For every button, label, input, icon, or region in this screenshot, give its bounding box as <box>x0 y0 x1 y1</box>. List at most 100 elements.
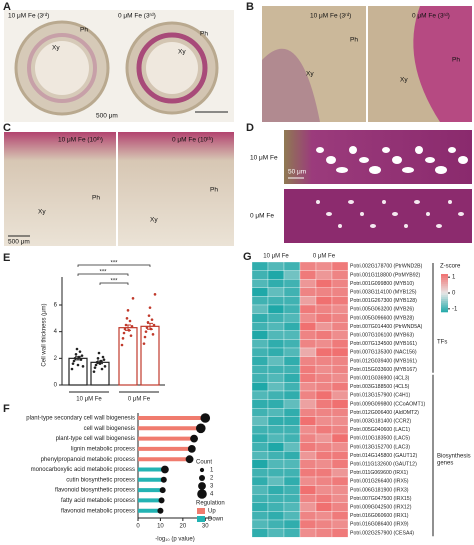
heatmap-cell <box>283 261 301 271</box>
panel-label: F <box>3 403 10 415</box>
annotation: Xy <box>306 71 314 78</box>
row-label: Potri.007G106100 (MYB63) <box>350 332 414 338</box>
heatmap-cell <box>299 373 317 383</box>
heatmap-cell <box>251 347 269 357</box>
category-label: monocarboxylic acid metabolic process <box>31 467 135 473</box>
y-tick-label: 0 <box>54 383 58 389</box>
legend-label: 2 <box>210 476 214 482</box>
x-axis-label: -log₁₀ (p value) <box>155 537 195 543</box>
scale-label: 500 μm <box>8 239 30 246</box>
heatmap-cell <box>283 279 301 288</box>
row-label: Potri.014G145800 (GAUT12) <box>350 453 417 459</box>
colorbar-step <box>441 287 448 290</box>
vessel <box>359 157 369 163</box>
vessel <box>448 147 456 153</box>
colorbar-step <box>441 283 448 286</box>
heatmap-cell <box>331 270 349 280</box>
heatmap-cell <box>315 339 333 349</box>
annotation: Ph <box>92 195 100 202</box>
colorbar-tick-label: 1 <box>452 275 456 281</box>
legend-title: Regulation <box>196 501 225 507</box>
heatmap-cell <box>283 433 301 443</box>
heatmap-cell <box>283 408 301 417</box>
colorbar-step <box>441 308 448 311</box>
heatmap-cell <box>331 511 349 521</box>
heatmap-cell <box>251 399 269 409</box>
bar <box>118 327 138 386</box>
micrograph <box>4 132 116 246</box>
data-point <box>76 363 80 367</box>
heatmap-cell <box>267 502 285 512</box>
colorbar-step <box>441 279 448 282</box>
heatmap-cell <box>283 365 301 374</box>
colorbar-step <box>441 298 448 301</box>
row-label: Potri.002G178700 (PtrWND2B) <box>350 264 423 270</box>
heatmap-cell <box>251 261 269 271</box>
row-label: Potri.007G134500 (MYB161) <box>350 341 417 347</box>
row-label: Potri.007G047500 (IRX15) <box>350 496 412 502</box>
heatmap-cell <box>315 322 333 331</box>
vessel <box>415 146 423 154</box>
row-label: Potri.001G118800 (PtrMYB92) <box>350 272 421 278</box>
heatmap-cell <box>267 494 285 503</box>
micrograph <box>284 189 472 243</box>
group-label: 0 μM Fe <box>128 397 151 403</box>
heatmap-cell <box>315 279 333 288</box>
data-point <box>144 330 148 333</box>
heatmap-cell <box>315 433 333 443</box>
heatmap-cell <box>251 322 269 331</box>
heatmap-cell <box>315 494 333 503</box>
heatmap-cell <box>283 287 301 297</box>
heatmap-cell <box>299 347 317 357</box>
category-label: fatty acid metabolic process <box>61 498 135 504</box>
heatmap-cell <box>299 519 317 529</box>
heatmap-cell <box>299 511 317 521</box>
heatmap-cell <box>315 356 333 366</box>
data-point <box>81 365 85 368</box>
data-point <box>71 362 75 365</box>
heatmap-cell <box>251 459 269 469</box>
heatmap-cell <box>251 442 269 452</box>
data-point <box>150 318 154 321</box>
heatmap-cell <box>299 416 317 426</box>
heatmap-cell <box>267 399 285 409</box>
heatmap-cell <box>331 304 349 314</box>
heatmap-cell <box>315 399 333 409</box>
heatmap-cell <box>331 322 349 331</box>
heatmap-cell <box>267 528 285 538</box>
heatmap-cell <box>331 502 349 512</box>
heatmap-cell <box>299 304 317 314</box>
vessel <box>414 200 420 204</box>
data-point <box>75 347 79 351</box>
annotation: Ph <box>80 27 88 34</box>
vessel <box>426 212 430 216</box>
heatmap-cell <box>267 416 285 426</box>
tissue <box>262 48 320 123</box>
lollipop-dot <box>159 487 166 494</box>
sig-label: *** <box>110 261 118 267</box>
annotation: Xy <box>178 49 186 56</box>
data-point <box>130 325 134 328</box>
heatmap-cell <box>299 502 317 512</box>
heatmap-cell <box>251 373 269 383</box>
heatmap-cell <box>283 416 301 426</box>
heatmap-cell <box>267 296 285 306</box>
y-axis-label: Cell wall thickness (μm) <box>42 303 48 366</box>
heatmap-cell <box>299 356 317 366</box>
heatmap-cell <box>251 390 269 400</box>
data-point <box>102 358 106 361</box>
heatmap-cell <box>283 459 301 469</box>
legend-title: Count <box>196 460 212 466</box>
heatmap-cell <box>283 313 301 323</box>
heatmap-cell <box>315 502 333 512</box>
x-tick-label: 20 <box>180 524 187 530</box>
heatmap-cell <box>251 494 269 503</box>
colorbar-tick-label: -1 <box>452 306 458 312</box>
heatmap-cell <box>267 330 285 340</box>
heatmap-cell <box>315 330 333 340</box>
colorbar-step <box>441 296 448 299</box>
heatmap-cell <box>331 279 349 288</box>
scale-label: 50 μm <box>288 169 306 176</box>
heatmap-cell <box>251 451 269 460</box>
heatmap-cell <box>315 528 333 538</box>
